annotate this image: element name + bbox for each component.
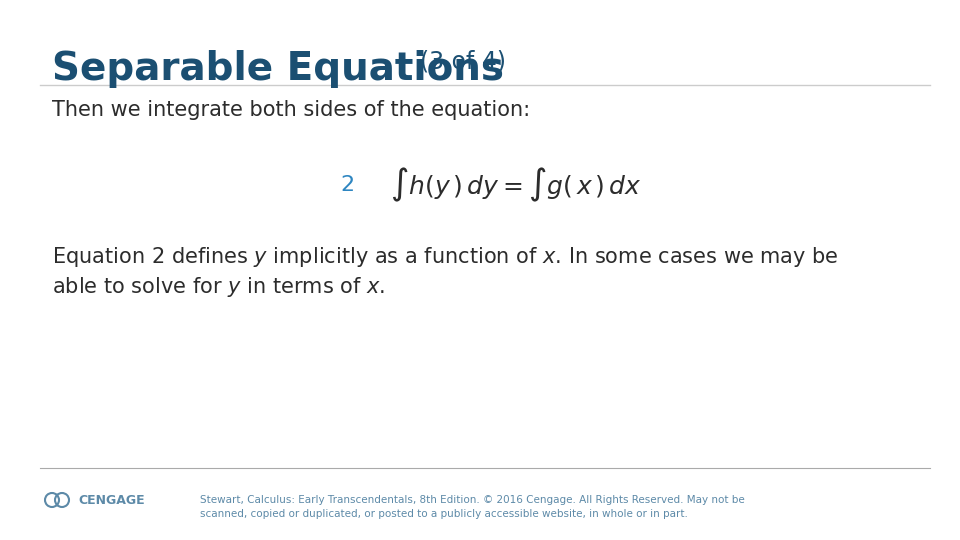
- Text: CENGAGE: CENGAGE: [78, 494, 145, 507]
- Text: Equation 2 defines $y$ implicitly as a function of $x$. In some cases we may be: Equation 2 defines $y$ implicitly as a f…: [52, 245, 839, 269]
- Text: 2: 2: [340, 175, 354, 195]
- Text: Stewart, Calculus: Early Transcendentals, 8th Edition. © 2016 Cengage. All Right: Stewart, Calculus: Early Transcendentals…: [200, 495, 745, 519]
- Text: Separable Equations: Separable Equations: [52, 50, 504, 88]
- Text: Then we integrate both sides of the equation:: Then we integrate both sides of the equa…: [52, 100, 530, 120]
- Text: $\int h(y\,)\,dy = \int g(\,x\,)\,dx$: $\int h(y\,)\,dy = \int g(\,x\,)\,dx$: [390, 166, 641, 204]
- Text: (3 of 4): (3 of 4): [420, 50, 506, 74]
- Text: able to solve for $y$ in terms of $x$.: able to solve for $y$ in terms of $x$.: [52, 275, 385, 299]
